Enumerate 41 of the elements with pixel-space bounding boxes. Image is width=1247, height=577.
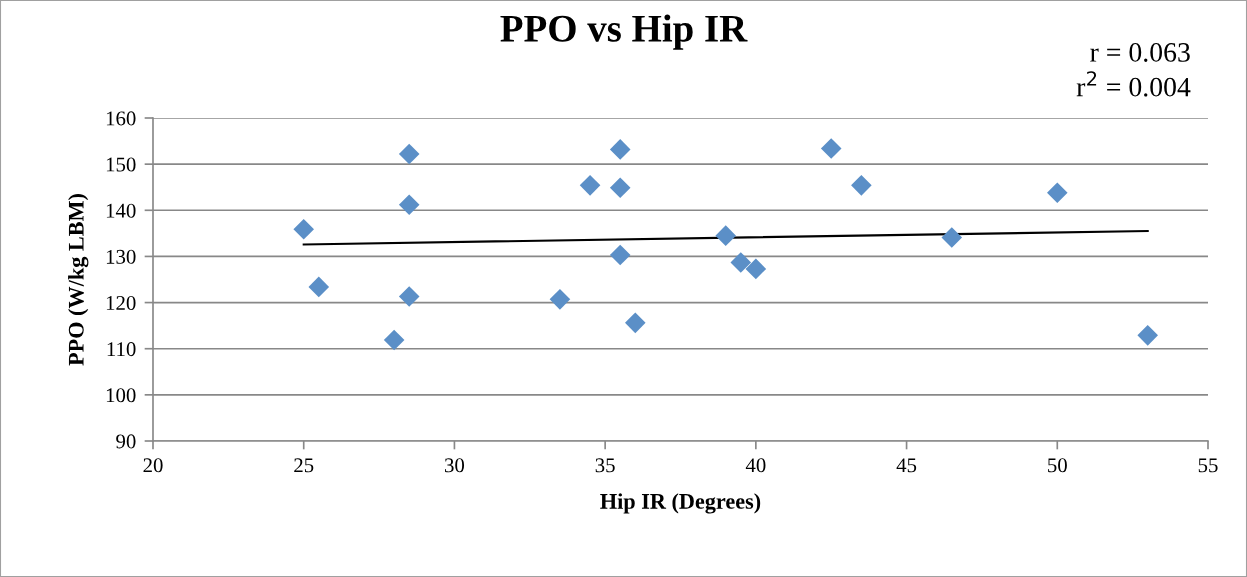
point <box>398 286 420 307</box>
point <box>745 258 767 280</box>
x-axis-title: Hip IR (Degrees) <box>600 493 761 514</box>
x-tick-label: 35 <box>595 458 615 473</box>
point <box>1046 182 1068 204</box>
x-tick-label: 40 <box>745 458 766 473</box>
point <box>851 175 872 196</box>
point <box>383 329 405 351</box>
y-tick-label: 150 <box>106 157 136 172</box>
text: r = 0.063 <box>1090 43 1190 62</box>
x-tick-label: 45 <box>896 458 917 473</box>
y-axis-title: PPO (W/kg LBM) <box>68 194 89 366</box>
y-tick-label: 130 <box>106 249 136 264</box>
y-tick-label: 110 <box>107 342 136 357</box>
point <box>549 289 571 310</box>
x-tick-label: 20 <box>143 458 163 473</box>
point <box>715 225 737 246</box>
text: r$^{2}$ = 0.004 <box>1076 71 1191 97</box>
point <box>579 175 601 196</box>
point <box>609 244 631 266</box>
x-tick-label: 30 <box>445 458 465 473</box>
x-tick-label: 55 <box>1198 458 1218 473</box>
point <box>941 227 963 248</box>
point <box>609 139 631 160</box>
point <box>820 138 842 159</box>
x-tick-label: 50 <box>1048 458 1067 473</box>
point <box>398 143 420 165</box>
point <box>609 177 631 198</box>
chart-title: PPO vs Hip IR <box>500 14 748 50</box>
point <box>308 276 330 298</box>
point <box>624 312 646 334</box>
y-tick-label: 90 <box>116 434 136 449</box>
x-tick-label: 25 <box>294 458 314 473</box>
point <box>1137 325 1159 346</box>
y-tick-label: 100 <box>106 388 136 403</box>
point <box>730 252 752 273</box>
point <box>293 218 315 240</box>
y-tick-label: 160 <box>106 111 136 126</box>
y-tick-label: 120 <box>106 295 136 310</box>
point <box>398 194 420 216</box>
y-tick-label: 140 <box>106 203 136 218</box>
